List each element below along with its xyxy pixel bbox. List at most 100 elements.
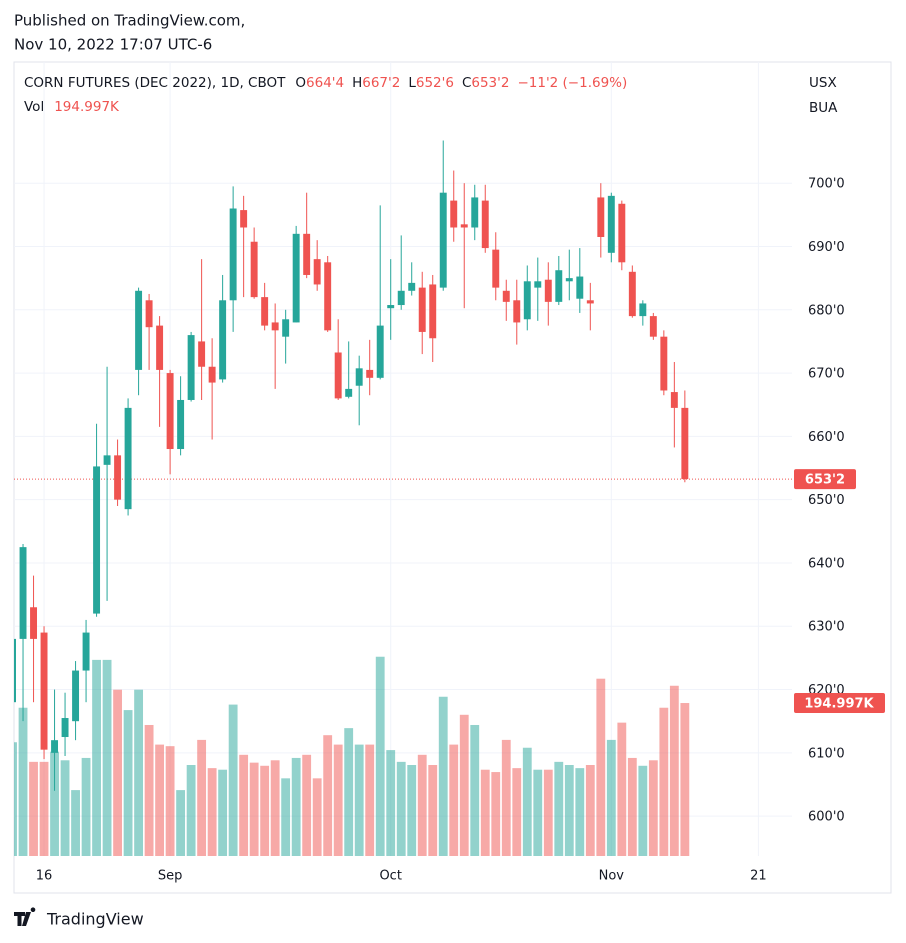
candle-body: [397, 290, 405, 306]
x-tick-label: Oct: [379, 869, 401, 884]
volume-bar: [669, 685, 679, 856]
candle-body: [145, 300, 153, 328]
volume-bar: [417, 754, 427, 856]
y-tick-label: 640'0: [808, 556, 845, 571]
volume-bar: [312, 778, 322, 856]
volume-bar: [596, 678, 606, 856]
legend-key: H: [352, 75, 362, 91]
brand: TradingView: [46, 910, 144, 929]
volume-bar: [323, 735, 333, 856]
candle-body: [61, 718, 69, 738]
candle-body: [14, 638, 16, 703]
volume-bar: [155, 744, 165, 856]
candle-body: [681, 407, 689, 480]
candle-body: [40, 632, 48, 750]
candle-body: [670, 392, 678, 408]
candle-body: [103, 455, 111, 465]
candle-body: [660, 336, 668, 391]
published: Published on TradingView.com,: [14, 12, 245, 30]
candle-body: [51, 740, 59, 753]
volume-bar: [638, 765, 648, 856]
candle-body: [93, 466, 101, 614]
candle-body: [355, 368, 363, 386]
candle-body: [19, 547, 27, 639]
candle-body: [292, 233, 300, 323]
last-volume-label: 194.997K: [804, 697, 874, 712]
volume-bar: [428, 764, 438, 856]
candle-body: [429, 284, 437, 339]
legend-value: 653'2: [471, 75, 509, 91]
volume-bar: [333, 744, 343, 856]
volume-bar: [197, 739, 207, 856]
candle-body: [334, 352, 342, 399]
candle-body: [565, 278, 573, 282]
volume-bar: [60, 760, 70, 856]
volume-bar: [228, 704, 238, 856]
candle-body: [649, 316, 657, 337]
candle-body: [124, 407, 132, 510]
candle-body: [324, 262, 332, 331]
candle-body: [502, 290, 510, 302]
volume-bar: [14, 742, 17, 856]
volume-bar: [302, 754, 312, 856]
candle-body: [387, 305, 395, 309]
volume-bar: [459, 714, 469, 856]
candle-body: [513, 300, 521, 323]
candle-body: [439, 192, 447, 288]
candle-body: [250, 241, 258, 298]
volume-bar: [386, 750, 396, 856]
volume-bar: [680, 703, 690, 856]
candle-body: [345, 388, 353, 397]
legend-key: C: [462, 75, 471, 91]
candle-body: [166, 373, 174, 450]
legend-change: −11'2 (−1.69%): [517, 75, 627, 91]
candle-body: [30, 607, 38, 639]
candle-body: [628, 271, 636, 317]
candle-body: [544, 279, 552, 302]
candle-body: [271, 322, 279, 331]
legend-value: 664'4: [306, 75, 344, 91]
volume-bar: [575, 768, 585, 856]
volume-bar: [218, 769, 228, 856]
candle-body: [376, 325, 384, 378]
candle-body: [219, 300, 227, 380]
y-tick-label: 650'0: [808, 493, 845, 508]
candle-body: [187, 335, 195, 400]
candle-body: [523, 281, 531, 320]
y-tick-label: 670'0: [808, 367, 845, 382]
candle-body: [471, 197, 479, 228]
candle-body: [597, 197, 605, 237]
volume-bar: [449, 744, 459, 856]
legend-row: CORN FUTURES (DEC 2022), 1D, CBOT O664'4 H…: [24, 75, 627, 91]
volume-bar: [354, 744, 364, 856]
candle-body: [282, 319, 290, 337]
volume-bar: [648, 760, 658, 856]
candle-body: [481, 200, 489, 249]
y-tick-label: 600'0: [808, 810, 845, 825]
volume-bar: [564, 764, 574, 856]
chart-title: CORN FUTURES (DEC 2022), 1D, CBOT: [24, 75, 286, 91]
volume-bar: [585, 764, 595, 856]
volume-bar: [627, 757, 637, 856]
volume-bar: [176, 790, 186, 856]
volume-bar: [480, 769, 490, 856]
candle-body: [177, 399, 185, 450]
candle-body: [313, 259, 321, 285]
legend-key: L: [408, 75, 416, 91]
frame: [13, 61, 892, 894]
candle-body: [576, 276, 584, 299]
volume-bar: [281, 778, 291, 856]
candle-body: [261, 297, 269, 326]
volume-bar: [606, 739, 616, 856]
y-tick-label: 700'0: [808, 177, 845, 192]
currency: USX: [809, 75, 837, 91]
volume-bar: [375, 656, 385, 856]
y-tick-label: 610'0: [808, 746, 845, 761]
last-volume-tag: [794, 693, 885, 714]
candle-body: [366, 369, 374, 378]
volume-bar: [533, 769, 543, 856]
volume-legend: Vol 194.997K: [24, 99, 120, 115]
candle-body: [198, 341, 206, 367]
volume-bar: [92, 659, 101, 856]
